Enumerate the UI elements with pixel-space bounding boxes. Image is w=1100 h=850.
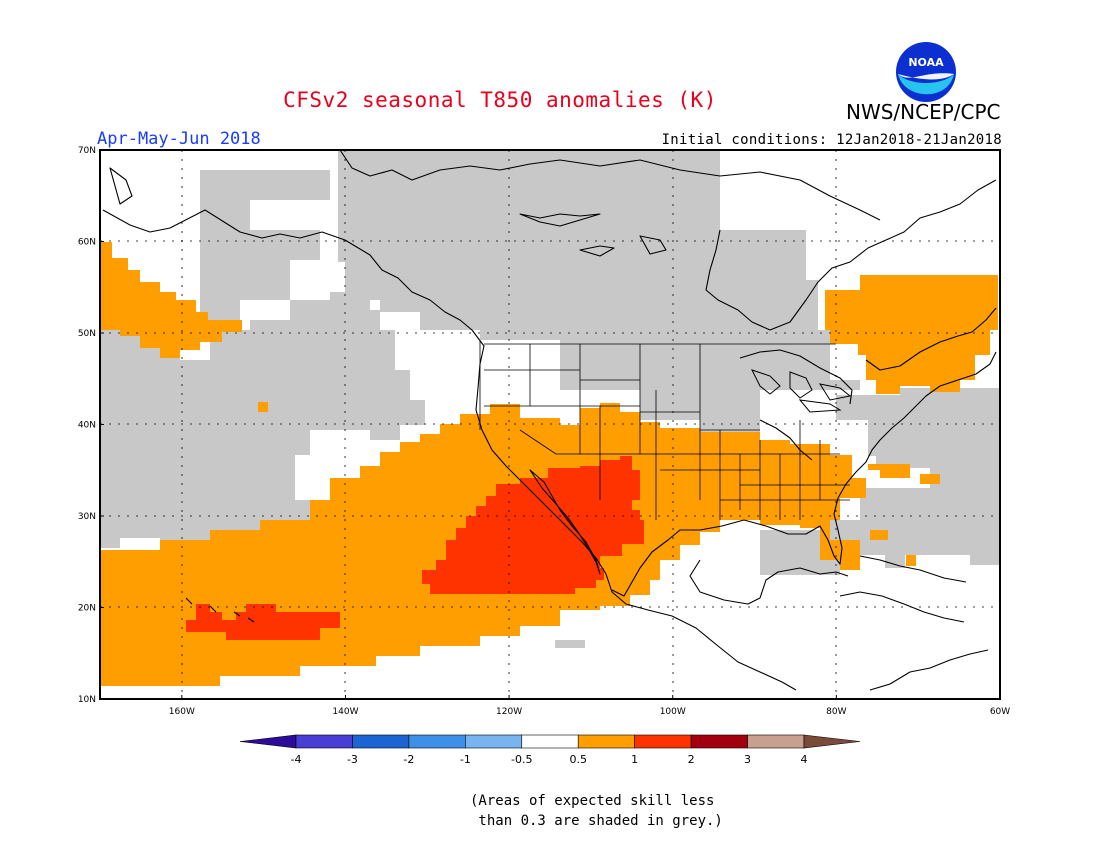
latitude-label: 10N [78, 695, 96, 705]
latitude-label: 20N [78, 604, 96, 614]
colorbar-label: -1 [460, 753, 471, 766]
logo-text: NOAA [908, 56, 944, 69]
colorbar-swatch [465, 734, 523, 749]
longitude-label: 140W [332, 707, 358, 717]
grey-low-skill-areas [100, 150, 1000, 648]
lakes [751, 369, 852, 413]
colorbar-low-end [239, 734, 297, 749]
colorbar-label: 2 [688, 753, 695, 766]
colorbar-swatch [747, 734, 805, 749]
state-borders [479, 340, 850, 520]
colorbar-label: -2 [403, 753, 414, 766]
colorbar-label: 0.5 [569, 753, 587, 766]
noaa-logo-icon: NOAA [896, 42, 956, 102]
colorbar-swatch [634, 734, 692, 749]
longitude-label: 120W [496, 707, 522, 717]
colorbar-label: -4 [291, 753, 302, 766]
skill-note: (Areas of expected skill less than 0.3 a… [470, 791, 730, 831]
skill-note-line-1: (Areas of expected skill less [470, 793, 715, 809]
longitude-label: 80W [826, 707, 846, 717]
colorbar-swatch [577, 734, 635, 749]
longitude-labels: 160W 140W 120W 100W 80W 60W [169, 695, 1010, 717]
colorbar-swatch [690, 734, 748, 749]
longitude-label: 60W [990, 707, 1010, 717]
graticule [100, 150, 1000, 699]
colorbar-high-end [803, 734, 861, 749]
colorbar-label: 1 [631, 753, 638, 766]
agency-label: NWS/NCEP/CPC [846, 100, 1001, 124]
colorbar-label: 3 [744, 753, 751, 766]
latitude-label: 50N [78, 329, 96, 339]
map-title: CFSv2 seasonal T850 anomalies (K) [283, 88, 717, 112]
colorbar-swatch [408, 734, 466, 749]
colorbar-label: -0.5 [511, 753, 532, 766]
initial-conditions: Initial conditions: 12Jan2018-21Jan2018 [661, 132, 1002, 148]
latitude-label: 40N [78, 421, 96, 431]
colorbar-swatch [295, 734, 353, 749]
latitude-labels: 70N 60N 50N 40N 30N 20N 10N [78, 146, 104, 705]
latitude-label: 70N [78, 146, 96, 156]
colorbar-swatch [352, 734, 410, 749]
skill-note-line-2: than 0.3 are shaded in grey.) [470, 813, 723, 829]
latitude-label: 30N [78, 512, 96, 522]
latitude-label: 60N [78, 238, 96, 248]
colorbar-label: 4 [801, 753, 808, 766]
longitude-label: 100W [660, 707, 686, 717]
coastlines [102, 150, 997, 691]
colorbar-label: -3 [347, 753, 358, 766]
colorbar-swatch [521, 734, 579, 749]
longitude-label: 160W [169, 707, 195, 717]
red-strong-anomaly-areas [186, 456, 644, 640]
forecast-period: Apr-May-Jun 2018 [97, 129, 261, 149]
